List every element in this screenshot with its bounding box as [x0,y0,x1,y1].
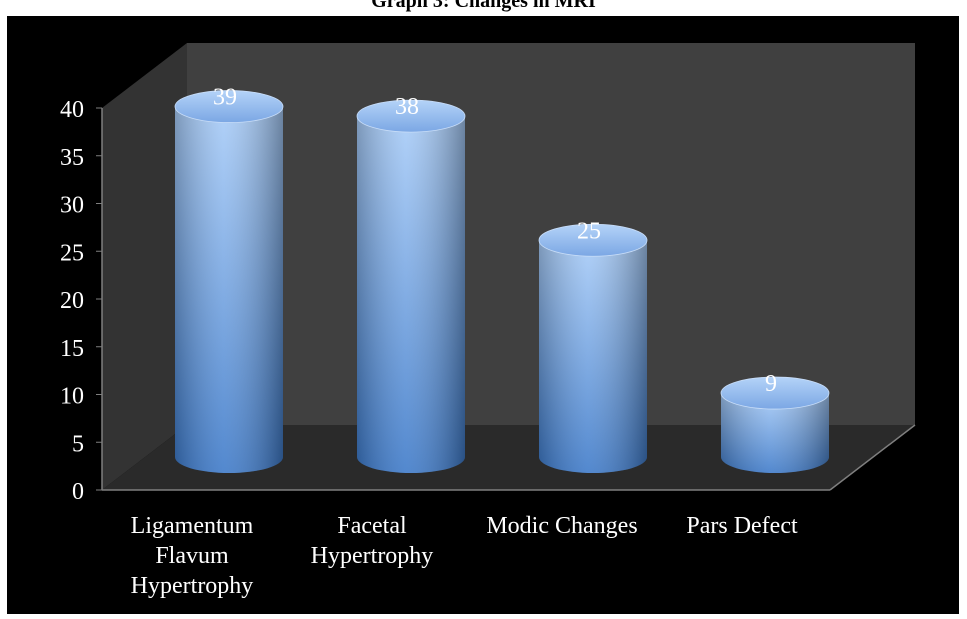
x-tick-label: Flavum [155,543,229,569]
y-tick-label: 25 [60,240,84,266]
data-label: 25 [577,218,601,244]
bar-top-cap [538,223,648,257]
y-tick-label: 30 [60,193,84,219]
x-category-label: Pars Defect [686,513,798,539]
bar: 9 [720,371,830,473]
chart-area: 0 5 10 15 20 25 30 35 40 39 38 25 9 Ligamentum Flavu… [7,16,959,614]
y-tick-label: 35 [60,145,84,171]
bar-top-cap [174,90,284,123]
bar-shading [721,393,829,473]
y-tick-label: 10 [60,384,84,410]
y-axis: 0 5 10 15 20 25 30 35 40 [60,97,103,505]
floor-edge-line [829,424,916,491]
y-tick-label: 15 [60,336,84,362]
bar-shading [539,240,647,473]
x-tick-label: Pars Defect [686,513,798,539]
bar: 25 [538,218,648,473]
bar-shading [357,116,465,473]
x-tick-label: Modic Changes [486,513,637,539]
x-tick-label: Ligamentum [131,513,254,539]
x-tick-label: Hypertrophy [311,543,434,569]
y-tick-label: 0 [72,479,84,505]
x-tick-label: Facetal [337,513,407,539]
data-label: 9 [765,371,777,397]
bar: 39 [174,85,284,474]
floor [102,425,915,490]
bar-top-cap [356,99,466,133]
chart-title: Graph 3: Changes in MRI [371,0,596,12]
bar-shading [175,106,283,474]
x-tick-label: Hypertrophy [131,573,254,599]
x-axis: Ligamentum Flavum Hypertrophy Facetal Hypert… [131,513,798,599]
x-category-label: Modic Changes [486,513,637,539]
x-category-label: Ligamentum Flavum Hypertrophy [131,513,254,599]
bar-top-cap [720,376,830,410]
chart-svg: 0 5 10 15 20 25 30 35 40 39 38 25 9 Ligamentum Flavu… [60,43,916,599]
y-tick-label: 20 [60,288,84,314]
data-label: 39 [213,85,237,111]
bar: 38 [356,94,466,473]
x-category-label: Facetal Hypertrophy [311,513,434,569]
y-tick-label: 5 [72,431,84,457]
bars: 39 38 25 9 [174,85,830,474]
data-label: 38 [395,94,419,120]
side-wall [102,43,187,490]
y-tick-label: 40 [60,97,84,123]
